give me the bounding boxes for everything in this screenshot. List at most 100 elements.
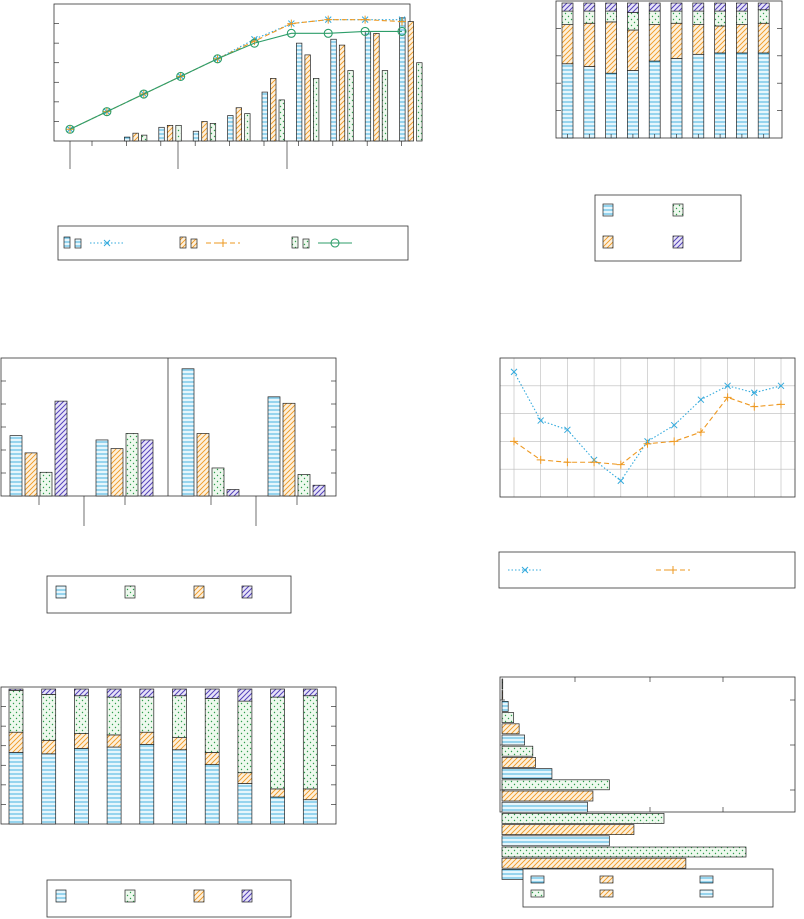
panel6-bar [501, 678, 504, 690]
panel3-bar [282, 402, 296, 497]
panel1-bar [381, 70, 389, 142]
panel1-point [250, 37, 259, 46]
panel2-stack-segment [692, 2, 705, 12]
panel3-bar [39, 471, 53, 497]
panel4-series-line [513, 371, 782, 482]
panel3-legend-swatch-green [124, 585, 136, 599]
panel4-point [563, 458, 572, 467]
panel3-bar [54, 400, 68, 497]
panel1-bar [416, 62, 423, 142]
panel2-stack-segment [714, 25, 726, 54]
panel5-legend-swatch-blue [55, 889, 67, 903]
panel2-stack-segment [561, 63, 574, 139]
panel1-point [213, 54, 223, 64]
panel6-bar [501, 734, 525, 746]
panel1-legend-swatch [63, 236, 71, 249]
panel3-legend [46, 575, 292, 614]
panel5-stack-segment [237, 772, 253, 784]
panel6-bar [501, 701, 509, 712]
panel5-frame [0, 686, 337, 825]
panel6-bar [501, 835, 610, 847]
panel5-stack-segment [204, 688, 220, 699]
panel2-stack-segment [714, 52, 726, 139]
panel3-bar [297, 474, 311, 497]
panel5-legend-swatch-purple [241, 889, 253, 903]
panel1-point [287, 19, 296, 28]
panel5-stack-segment [172, 695, 187, 738]
panel2-stack-segment [627, 12, 639, 31]
panel3-bar [181, 368, 195, 497]
panel2-frame [555, 0, 783, 139]
panel3-bar [125, 433, 139, 497]
panel5-stack-segment [237, 688, 253, 702]
panel5-stack-segment [106, 688, 122, 698]
panel6-legend-swatch [599, 875, 614, 884]
panel1-legend-swatch [190, 238, 198, 249]
panel5-stack-segment [270, 688, 285, 698]
panel6-bar [501, 689, 504, 701]
panel5-stack-segment [106, 696, 122, 736]
panel1-series-line [69, 19, 403, 130]
panel1-bar [175, 124, 182, 142]
panel1-bar [192, 130, 200, 142]
panel5-stack-segment [8, 731, 24, 753]
panel5-stack-segment [270, 788, 285, 798]
panel2-stack-segment [583, 22, 596, 67]
panel4-legend [498, 551, 796, 589]
panel1-legend-marker [219, 239, 227, 247]
panel5-stack-segment [106, 734, 122, 748]
panel5-stack-segment [139, 696, 155, 733]
panel1-bar [296, 42, 303, 142]
panel1-bar [244, 113, 251, 142]
panel2-stack-segment [561, 10, 574, 25]
panel2-legend-swatch-blue [602, 203, 614, 217]
panel4-frame [499, 357, 796, 498]
panel2-stack-segment [648, 60, 661, 139]
panel1-point [398, 17, 406, 26]
panel1-bar [201, 121, 208, 142]
panel1-point [286, 28, 296, 38]
panel5-stack-segment [270, 796, 285, 825]
panel5-legend-swatch-green [124, 889, 136, 903]
panel2-stack-segment [648, 24, 661, 62]
panel2-stack-segment [736, 24, 748, 54]
panel2-stack-segment [627, 70, 639, 139]
panel5-stack-segment [74, 688, 89, 697]
panel1-bar [373, 33, 380, 142]
panel2-stack-segment [561, 2, 574, 12]
panel6-bar [501, 824, 635, 835]
panel6-legend-swatch [699, 889, 714, 898]
panel6-bar [501, 801, 588, 813]
panel2-stack-segment [605, 2, 617, 12]
panel5-stack-segment [302, 695, 318, 790]
panel1-bar [407, 21, 414, 142]
panel1-bar [227, 115, 234, 142]
panel6-bar [501, 723, 520, 735]
panel3-legend-swatch-blue [55, 585, 67, 599]
panel5-stack-segment [172, 749, 187, 825]
panel3-bar [110, 448, 124, 497]
panel6-legend-swatch [699, 875, 714, 884]
panel2-stack-segment [757, 22, 770, 54]
panel2-stack-segment [583, 2, 596, 12]
panel5-stack-segment [8, 689, 24, 733]
panel4-legend-marker-blue [521, 566, 529, 574]
panel3-bar [95, 439, 109, 497]
panel1-bar [270, 78, 277, 142]
panel4-point [643, 439, 652, 448]
panel5-stack-segment [106, 746, 122, 825]
panel5-stack-segment [172, 688, 187, 697]
panel3-legend-swatch-orange [193, 585, 205, 599]
panel1-point [65, 124, 75, 134]
panel1-point [361, 15, 370, 24]
panel5-stack-segment [139, 688, 155, 698]
panel1-bar [158, 126, 165, 142]
panel1-legend-marker [330, 238, 340, 248]
panel1-bar [166, 124, 174, 142]
panel1-bar [141, 134, 148, 142]
panel5-legend-swatch-orange [193, 889, 205, 903]
panel2-stack-segment [605, 72, 617, 139]
panel4-point [697, 396, 705, 404]
panel5-stack-segment [74, 695, 89, 734]
panel1-point [176, 71, 186, 81]
